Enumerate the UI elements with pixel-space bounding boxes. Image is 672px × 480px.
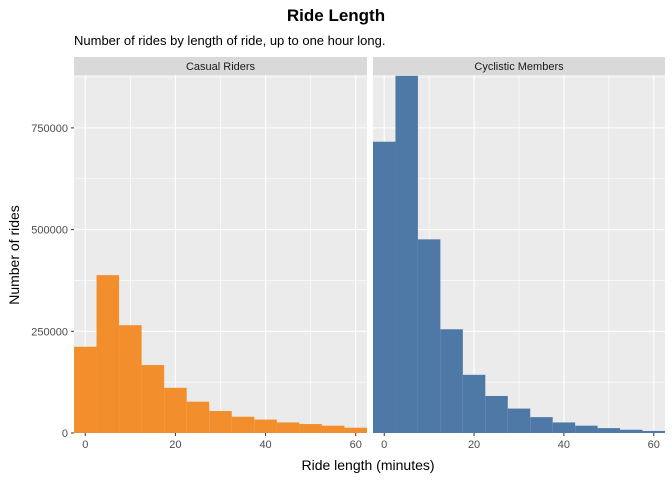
bar-cyclistic-members	[485, 395, 508, 433]
strip-label-cyclistic-members: Cyclistic Members	[474, 61, 564, 73]
bar-casual-riders	[209, 411, 232, 433]
y-tick-label: 250000	[31, 326, 68, 338]
strip-casual-riders	[74, 57, 367, 75]
bar-casual-riders	[96, 275, 120, 433]
y-tick-label: 750000	[31, 123, 68, 135]
bar-cyclistic-members	[575, 425, 598, 433]
bar-casual-riders	[164, 387, 187, 433]
x-tick-label: 20	[169, 439, 181, 451]
bar-cyclistic-members	[597, 428, 621, 433]
bar-casual-riders	[186, 401, 210, 433]
x-tick-label: 40	[558, 439, 570, 451]
bar-casual-riders	[74, 346, 97, 433]
x-axis-title: Ride length (minutes)	[301, 457, 434, 473]
strip-cyclistic-members	[373, 57, 665, 75]
chart-title: Ride Length	[286, 6, 386, 25]
x-tick-label: 40	[259, 439, 271, 451]
facet-casual-riders: Casual Riders 0 20 40 60 0 250000 500000 750000	[31, 57, 367, 451]
bar-casual-riders	[254, 419, 277, 433]
bar-cyclistic-members	[552, 422, 576, 433]
bar-cyclistic-members	[395, 75, 418, 434]
bar-casual-riders	[119, 325, 142, 433]
strip-label-casual-riders: Casual Riders	[186, 61, 256, 73]
bar-casual-riders	[321, 425, 345, 433]
x-tick-label: 0	[82, 439, 88, 451]
y-axis-title: Number of rides	[6, 205, 22, 305]
bar-cyclistic-members	[417, 239, 441, 433]
bar-cyclistic-members	[440, 329, 463, 433]
bar-casual-riders	[276, 422, 300, 433]
bar-casual-riders	[344, 427, 367, 433]
bar-casual-riders	[299, 424, 322, 433]
bar-casual-riders	[231, 416, 255, 433]
chart-subtitle: Number of rides by length of ride, up to…	[74, 33, 386, 48]
x-tick-label: 60	[648, 439, 660, 451]
facet-cyclistic-members: Cyclistic Members 0 20 40 60	[373, 57, 665, 451]
bar-cyclistic-members	[373, 141, 396, 433]
y-tick-label: 0	[62, 428, 68, 440]
bar-cyclistic-members	[530, 417, 553, 433]
bar-cyclistic-members	[507, 408, 531, 433]
x-tick-label: 60	[350, 439, 362, 451]
x-tick-label: 20	[468, 439, 480, 451]
bar-cyclistic-members	[462, 374, 486, 433]
bar-cyclistic-members	[642, 430, 665, 433]
x-tick-label: 0	[381, 439, 387, 451]
bar-casual-riders	[141, 365, 165, 433]
y-tick-label: 500000	[31, 225, 68, 237]
bar-cyclistic-members	[620, 429, 643, 433]
